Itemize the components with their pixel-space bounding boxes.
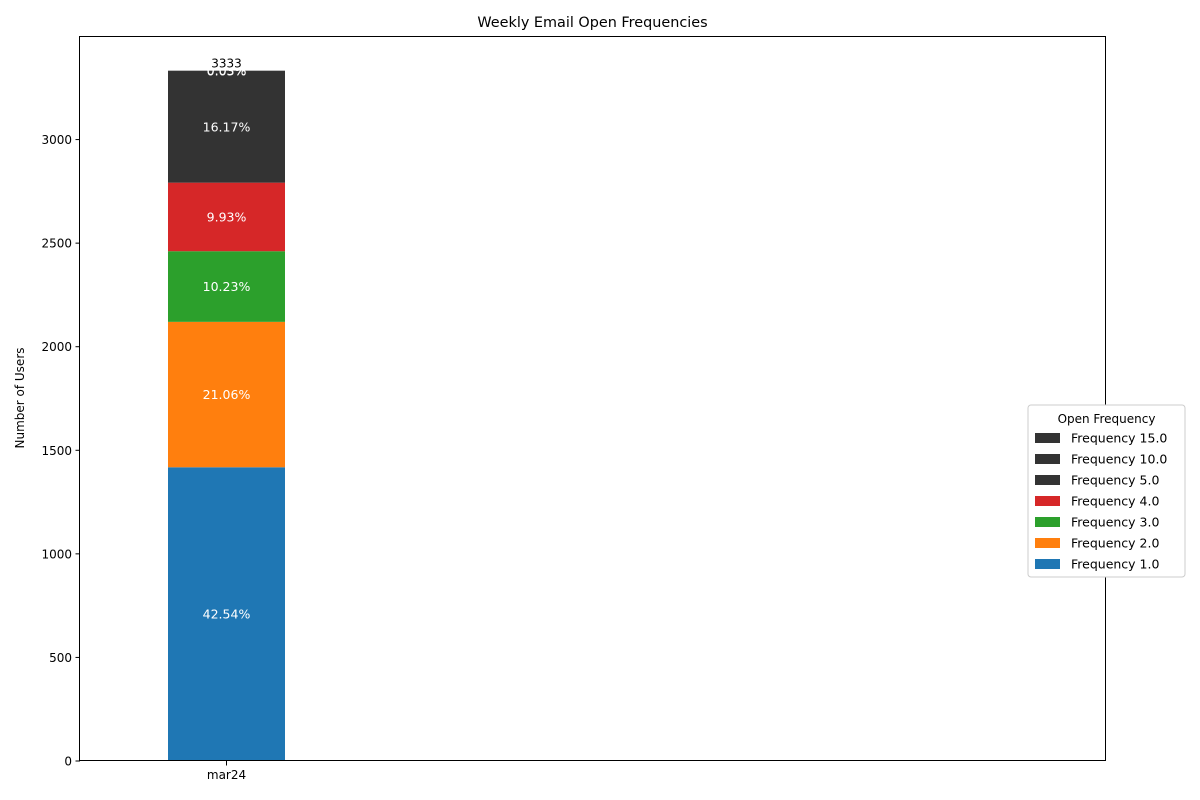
legend-swatch xyxy=(1035,538,1060,548)
legend-swatch xyxy=(1035,517,1060,527)
segment-value-label: 0.03% xyxy=(207,63,247,78)
legend-swatch xyxy=(1035,433,1060,443)
y-tick-label: 3000 xyxy=(41,133,72,147)
legend-items: Frequency 15.0 Frequency 10.0 Frequency 5.… xyxy=(1035,431,1167,572)
bar-segment-1 xyxy=(168,467,285,761)
legend-title: Open Frequency xyxy=(1058,412,1156,426)
legend-entry-label: Frequency 2.0 xyxy=(1071,536,1159,551)
legend-swatch xyxy=(1035,496,1060,506)
chart-title: Weekly Email Open Frequencies xyxy=(477,15,707,31)
bar-stack xyxy=(168,70,285,761)
bar-segment-3 xyxy=(168,251,285,322)
legend-entry-label: Frequency 4.0 xyxy=(1071,494,1159,509)
y-tick-label: 1000 xyxy=(41,547,72,561)
segment-labels: 42.54%21.06%10.23%9.93%16.17%0.03%0.03% xyxy=(203,63,251,621)
x-axis: mar24 xyxy=(207,761,246,782)
y-tick-label: 500 xyxy=(49,651,72,665)
bar-segment-5 xyxy=(168,71,285,183)
y-tick-label: 2000 xyxy=(41,340,72,354)
legend-swatch xyxy=(1035,454,1060,464)
legend-frame xyxy=(1027,404,1186,578)
x-tick-label: mar24 xyxy=(207,768,246,782)
legend-entry-label: Frequency 1.0 xyxy=(1071,557,1159,572)
legend-entry-label: Frequency 5.0 xyxy=(1071,473,1159,488)
y-tick-label: 1500 xyxy=(41,444,72,458)
bar-segment-2 xyxy=(168,321,285,468)
legend-entry-label: Frequency 10.0 xyxy=(1071,452,1167,467)
y-axis: 0 500 1000 1500 2000 2500 3000 xyxy=(41,133,80,769)
segment-value-label: 0.03% xyxy=(207,63,247,78)
plot-frame xyxy=(79,36,1106,761)
segment-value-label: 21.06% xyxy=(203,387,251,402)
legend-swatch xyxy=(1035,475,1060,485)
y-axis-label: Number of Users xyxy=(13,347,27,448)
bar-segment-4 xyxy=(168,182,285,252)
total-label: 3333 xyxy=(211,57,242,71)
segment-value-label: 10.23% xyxy=(203,279,251,294)
y-tick-label: 2500 xyxy=(41,237,72,251)
segment-value-label: 9.93% xyxy=(207,209,247,224)
legend-entry-label: Frequency 3.0 xyxy=(1071,515,1159,530)
legend-swatch xyxy=(1035,559,1060,569)
legend-entry-label: Frequency 15.0 xyxy=(1071,431,1167,446)
segment-value-label: 16.17% xyxy=(203,119,251,134)
y-tick-label: 0 xyxy=(64,755,72,769)
segment-value-label: 42.54% xyxy=(203,607,251,622)
